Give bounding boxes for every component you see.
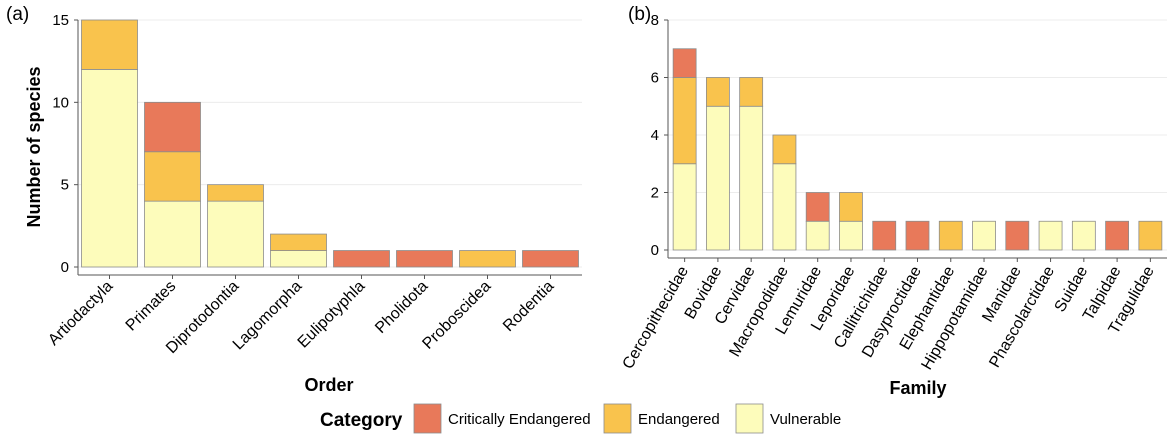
bar-b-lemuridae-critically-endangered [805,192,830,222]
x-tick-label-a: Artiodactyla [45,278,116,349]
legend-label-critically-endangered: Critically Endangered [448,411,591,428]
legend-swatch-endangered [603,403,632,434]
x-axis-title-b: Family [889,378,946,398]
x-tick-label-a: Rodentia [500,278,557,335]
bar-b-macropodidae-endangered [772,134,797,165]
bar-a-diprotodontia-vulnerable [207,200,264,268]
legend: Category Critically Endangered Endangered… [320,403,841,434]
x-tick-label-a: Primates [123,278,180,335]
bar-b-cervidae-endangered [739,77,764,107]
x-axis-title-a: Order [304,375,353,395]
bar-b-macropodidae-vulnerable [772,163,797,251]
bar-a-diprotodontia-endangered [207,184,264,202]
bar-b-leporidae-endangered [839,192,863,222]
bar-b-lemuridae-vulnerable [805,220,830,251]
bar-b-phascolarctidae-vulnerable [1038,220,1063,251]
bar-b-dasyproctidae-critically-endangered [905,220,930,251]
y-tick-label-b: 2 [651,185,659,202]
bar-b-talpidae-critically-endangered [1105,220,1129,251]
y-tick-label-a: 5 [61,177,69,194]
bar-a-lagomorpha-vulnerable [270,250,327,268]
bar-a-artiodactyla-endangered [81,19,138,70]
bar-b-hippopotamidae-vulnerable [972,220,996,251]
bar-b-manidae-critically-endangered [1005,220,1030,251]
panel-b: (b) Family 02468CercopithecidaeBovidaeCe… [620,4,1167,398]
bar-a-eulipotyphla-critically-endangered [333,250,390,268]
legend-swatch-critically-endangered [413,403,442,434]
bar-b-bovidae-endangered [706,77,730,107]
bar-b-suidae-vulnerable [1071,220,1096,251]
bar-b-cercopithecidae-critically-endangered [672,48,697,78]
y-tick-label-a: 10 [52,94,69,111]
bar-a-primates-vulnerable [144,200,201,268]
bar-a-proboscidea-endangered [459,250,516,268]
plot-area-b: 02468CercopithecidaeBovidaeCervidaeMacro… [620,12,1167,373]
y-tick-label-b: 0 [651,242,659,259]
y-tick-label-b: 4 [651,127,659,144]
bar-b-leporidae-vulnerable [839,220,863,251]
bar-b-cercopithecidae-endangered [672,77,697,165]
bar-a-rodentia-critically-endangered [522,250,579,268]
x-tick-label-b: Cercopithecidae [620,263,693,372]
legend-items: Critically Endangered Endangered Vulnerabl… [413,403,841,434]
x-tick-label-a: Eulipotyphla [295,278,369,352]
y-axis-title-a: Number of species [24,66,44,227]
y-tick-label-b: 6 [651,70,659,87]
bar-a-primates-critically-endangered [144,101,201,153]
legend-swatch-vulnerable [735,403,764,434]
bar-b-cervidae-vulnerable [739,105,764,251]
panel-label-a: (a) [6,4,29,25]
x-tick-label-a: Proboscidea [419,278,494,353]
bar-a-primates-endangered [144,151,201,202]
legend-label-endangered: Endangered [638,411,720,428]
bar-a-pholidota-critically-endangered [396,250,453,268]
bar-b-bovidae-vulnerable [706,105,730,251]
y-tick-label-a: 15 [52,12,69,29]
bar-a-lagomorpha-endangered [270,233,327,251]
legend-label-vulnerable: Vulnerable [770,411,841,428]
x-tick-label-a: Pholidota [372,278,431,337]
panel-label-b: (b) [628,4,651,25]
legend-title: Category [320,410,403,431]
y-tick-label-b: 8 [651,12,659,29]
bar-b-elephantidae-endangered [938,220,963,251]
bar-b-callitrichidae-critically-endangered [872,220,897,251]
bar-b-tragulidae-endangered [1138,220,1163,251]
bar-a-artiodactyla-vulnerable [81,69,138,268]
panel-a: (a) Number of species Order 0 5 10 15 Artiod… [6,4,582,395]
bar-b-cercopithecidae-vulnerable [672,163,697,251]
y-tick-label-a: 0 [61,259,69,276]
